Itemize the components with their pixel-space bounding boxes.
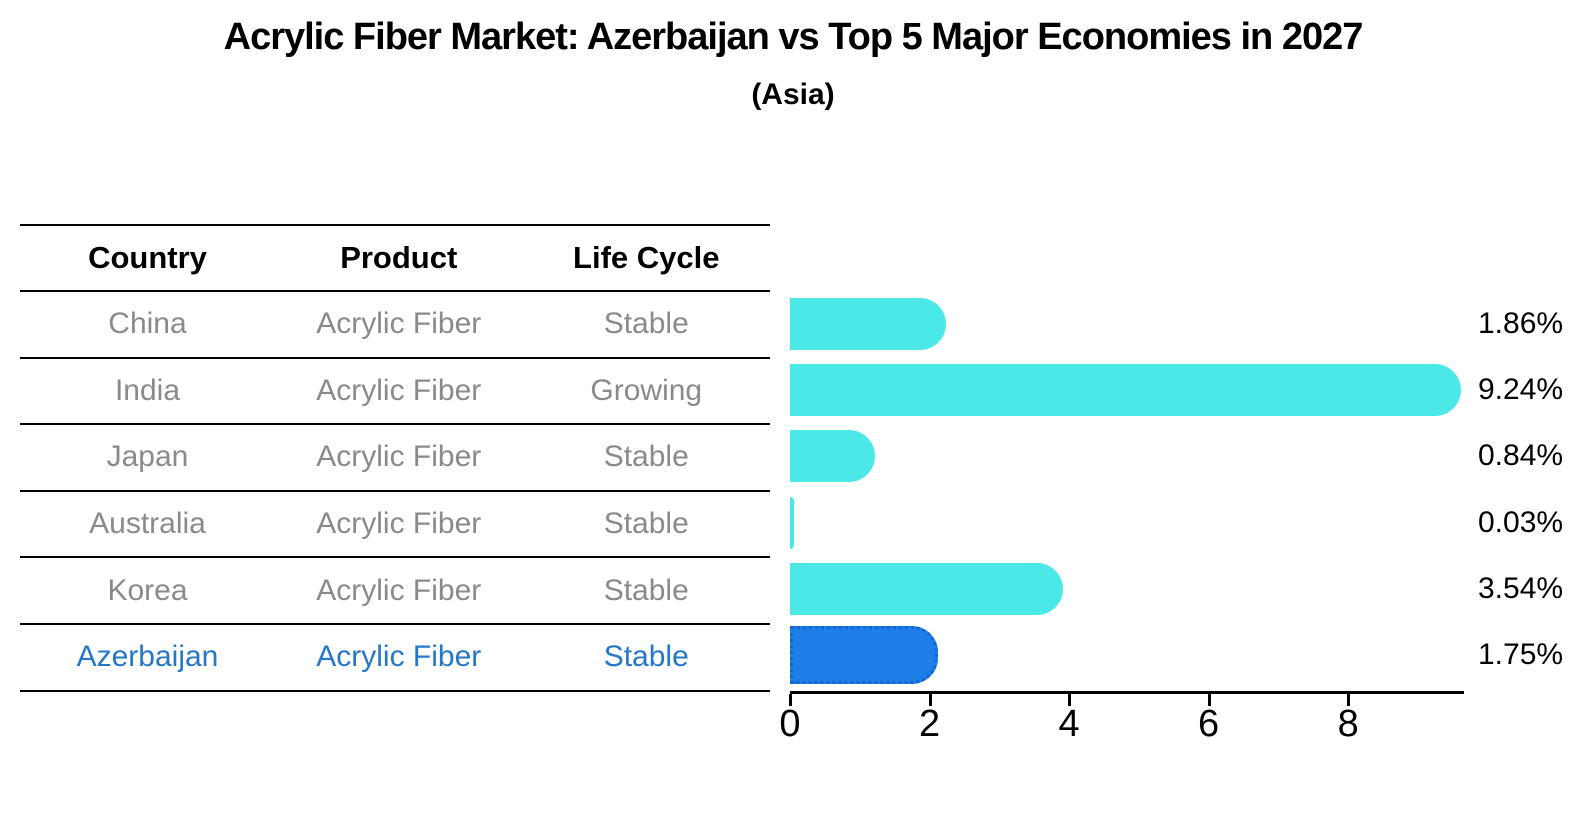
x-axis-line [790,691,1464,694]
table-row: India Acrylic Fiber Growing [20,359,770,426]
product-cell: Acrylic Fiber [316,573,482,607]
product-cell: Acrylic Fiber [316,307,482,341]
x-axis-tick-label: 8 [1337,703,1359,745]
table-row-highlight: Azerbaijan Acrylic Fiber Stable [20,625,770,692]
bar-japan [790,430,875,483]
life-cycle-cell: Stable [603,573,689,607]
table-header-row: Country Product Life Cycle [20,226,770,292]
value-label: 1.86% [1478,307,1564,340]
product-cell: Acrylic Fiber [316,440,482,474]
life-cycle-cell: Stable [603,640,689,674]
table-row: Japan Acrylic Fiber Stable [20,425,770,492]
bar-azerbaijan [790,626,939,684]
x-axis-tick [1068,694,1072,706]
product-cell: Acrylic Fiber [316,640,482,674]
value-label: 9.24% [1478,373,1564,407]
bar-china [790,298,946,350]
x-axis-tick [789,694,792,706]
x-axis-tick [1347,694,1351,706]
life-cycle-cell: Stable [603,440,689,474]
x-axis-tick [1207,694,1211,706]
country-cell: Azerbaijan [76,640,219,674]
value-label: 1.75% [1478,638,1564,671]
country-cell: India [114,373,181,407]
value-label: 0.84% [1478,439,1564,473]
chart-subtitle: (Asia) [751,78,835,111]
country-cell: Australia [89,507,206,541]
value-label: 3.54% [1478,571,1564,605]
x-axis-tick-label: 2 [918,703,941,745]
table-row: Australia Acrylic Fiber Stable [20,492,770,559]
country-cell: Japan [106,440,189,474]
column-header-life-cycle: Life Cycle [573,240,720,275]
summary-table: Country Product Life Cycle China Acrylic… [20,224,770,692]
product-cell: Acrylic Fiber [316,507,482,541]
x-axis-tick-label: 0 [779,703,801,745]
column-header-product: Product [340,240,458,275]
column-header-country: Country [88,240,207,275]
country-cell: China [108,307,187,341]
value-label: 0.03% [1478,505,1564,539]
x-axis-tick [928,694,932,706]
life-cycle-cell: Stable [603,507,689,541]
bar-australia [790,496,795,549]
chart-title: Acrylic Fiber Market: Azerbaijan vs Top … [223,16,1364,58]
product-cell: Acrylic Fiber [316,373,482,407]
life-cycle-cell: Stable [603,307,689,341]
table-row: Korea Acrylic Fiber Stable [20,558,770,625]
bar-korea [790,562,1063,615]
life-cycle-cell: Growing [590,373,703,407]
country-cell: Korea [107,573,188,607]
table-row: China Acrylic Fiber Stable [20,292,770,359]
x-axis-tick-label: 4 [1058,703,1080,745]
bar-india [790,364,1461,417]
x-axis-tick-label: 6 [1198,703,1220,745]
